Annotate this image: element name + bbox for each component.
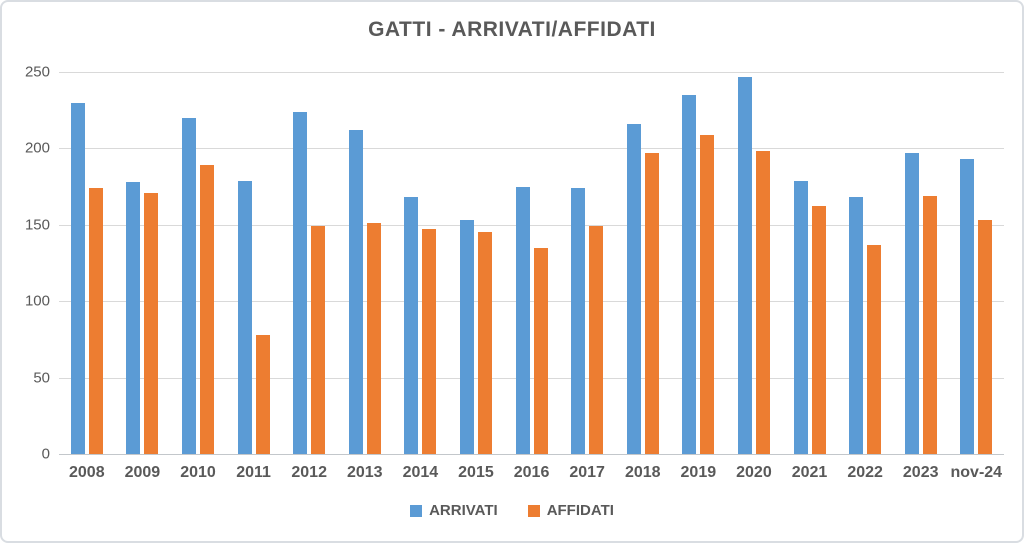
bar-arrivati-2018 — [626, 123, 641, 454]
bar-affidati-2014 — [422, 229, 437, 454]
x-tick-label-2012: 2012 — [291, 464, 327, 481]
legend-item-arrivati: ARRIVATI — [410, 502, 498, 519]
bar-arrivati-2016 — [515, 186, 530, 454]
x-tick-label-2020: 2020 — [736, 464, 772, 481]
y-tick-label-150: 150 — [24, 216, 50, 234]
bar-arrivati-2014 — [404, 197, 419, 454]
bar-affidati-2021 — [811, 206, 826, 454]
bar-arrivati-2010 — [181, 117, 196, 454]
bar-group-2018 — [615, 72, 671, 454]
bar-arrivati-2008 — [70, 102, 85, 454]
x-tick-label-2022: 2022 — [847, 464, 883, 481]
y-tick-label-250: 250 — [24, 63, 50, 81]
bar-group-2008 — [59, 72, 115, 454]
bar-affidati-2023 — [922, 195, 937, 454]
bar-affidati-2012 — [311, 226, 326, 454]
gridline-0 — [59, 454, 1004, 455]
x-tick-label-2017: 2017 — [569, 464, 605, 481]
x-tick-label-2015: 2015 — [458, 464, 494, 481]
bar-affidati-2022 — [867, 244, 882, 454]
bar-arrivati-2020 — [737, 76, 752, 454]
bar-arrivati-2009 — [126, 182, 141, 454]
x-tick-label-2011: 2011 — [236, 464, 271, 481]
x-tick-label-2010: 2010 — [180, 464, 216, 481]
x-tick-label-2018: 2018 — [624, 464, 661, 481]
bar-affidati-2020 — [755, 151, 770, 454]
legend-item-affidati: AFFIDATI — [527, 502, 614, 519]
x-tick-label-2014: 2014 — [402, 464, 439, 481]
bar-affidati-2018 — [644, 152, 659, 454]
bar-group-2015 — [448, 72, 504, 454]
y-tick-label-0: 0 — [41, 445, 50, 463]
bar-arrivati-2017 — [571, 188, 586, 454]
gridline-100 — [59, 301, 1004, 303]
x-tick-label-2009: 2009 — [124, 464, 161, 481]
x-axis: 2008 2009 2010 2011 2012 2013 2014 2015 2016 2017… — [59, 464, 1004, 482]
y-tick-label-50: 50 — [33, 369, 50, 387]
y-axis: 0 50 100 150 200 250 — [2, 64, 50, 463]
gridline-200 — [59, 148, 1004, 150]
bar-group-2011 — [226, 72, 282, 454]
legend-label-arrivati: ARRIVATI — [429, 502, 498, 519]
x-tick-label-2019: 2019 — [680, 464, 717, 481]
bar-group-2022 — [837, 72, 893, 454]
bar-group-2013 — [337, 72, 393, 454]
chart-title: GATTI - ARRIVATI/AFFIDATI — [368, 18, 656, 41]
bar-affidati-2010 — [199, 165, 214, 454]
bar-affidati-2017 — [589, 226, 604, 454]
bar-arrivati-2021 — [793, 180, 808, 454]
x-tick-label-nov-24: nov-24 — [950, 464, 1003, 481]
x-tick-label-2023: 2023 — [902, 464, 939, 481]
affidati-swatch-icon — [527, 504, 540, 517]
bar-affidati-2008 — [88, 188, 103, 454]
y-tick-label-100: 100 — [24, 292, 50, 310]
bar-group-2010 — [170, 72, 226, 454]
bar-affidati-2013 — [366, 223, 381, 454]
gridline-150 — [59, 224, 1004, 226]
bar-arrivati-2012 — [293, 111, 308, 454]
plot-area — [59, 72, 1004, 455]
bar-affidati-2015 — [477, 232, 492, 454]
bar-group-2019 — [671, 72, 727, 454]
bar-affidati-2019 — [700, 134, 715, 454]
bar-group-2021 — [782, 72, 838, 454]
bar-group-2023 — [893, 72, 949, 454]
gridline-250 — [59, 72, 1004, 73]
bar-group-2020 — [726, 72, 782, 454]
x-tick-label-2008: 2008 — [69, 464, 105, 481]
bar-group-nov-24 — [949, 72, 1005, 454]
bar-affidati-nov-24 — [978, 220, 993, 454]
bar-arrivati-2015 — [459, 220, 474, 454]
bars-row — [59, 72, 1004, 454]
gridline-50 — [59, 377, 1004, 379]
legend: ARRIVATI AFFIDATI — [2, 502, 1022, 519]
arrivati-swatch-icon — [410, 504, 423, 517]
bar-arrivati-2013 — [348, 130, 363, 454]
bar-arrivati-2022 — [849, 197, 864, 454]
legend-label-affidati: AFFIDATI — [546, 502, 614, 519]
bar-arrivati-nov-24 — [960, 159, 975, 454]
x-tick-label-2016: 2016 — [513, 464, 550, 481]
bar-affidati-2009 — [144, 192, 159, 454]
x-tick-label-2021: 2021 — [791, 464, 828, 481]
bar-arrivati-2011 — [237, 180, 252, 454]
bar-affidati-2011 — [255, 334, 270, 454]
x-tick-label-2013: 2013 — [346, 464, 383, 481]
bar-arrivati-2019 — [682, 94, 697, 454]
y-tick-label-200: 200 — [24, 139, 50, 157]
bar-group-2017 — [559, 72, 615, 454]
bar-group-2014 — [393, 72, 449, 454]
bar-group-2012 — [281, 72, 337, 454]
bar-arrivati-2023 — [904, 152, 919, 454]
bar-affidati-2016 — [533, 247, 548, 454]
bar-group-2016 — [504, 72, 560, 454]
bar-group-2009 — [115, 72, 171, 454]
